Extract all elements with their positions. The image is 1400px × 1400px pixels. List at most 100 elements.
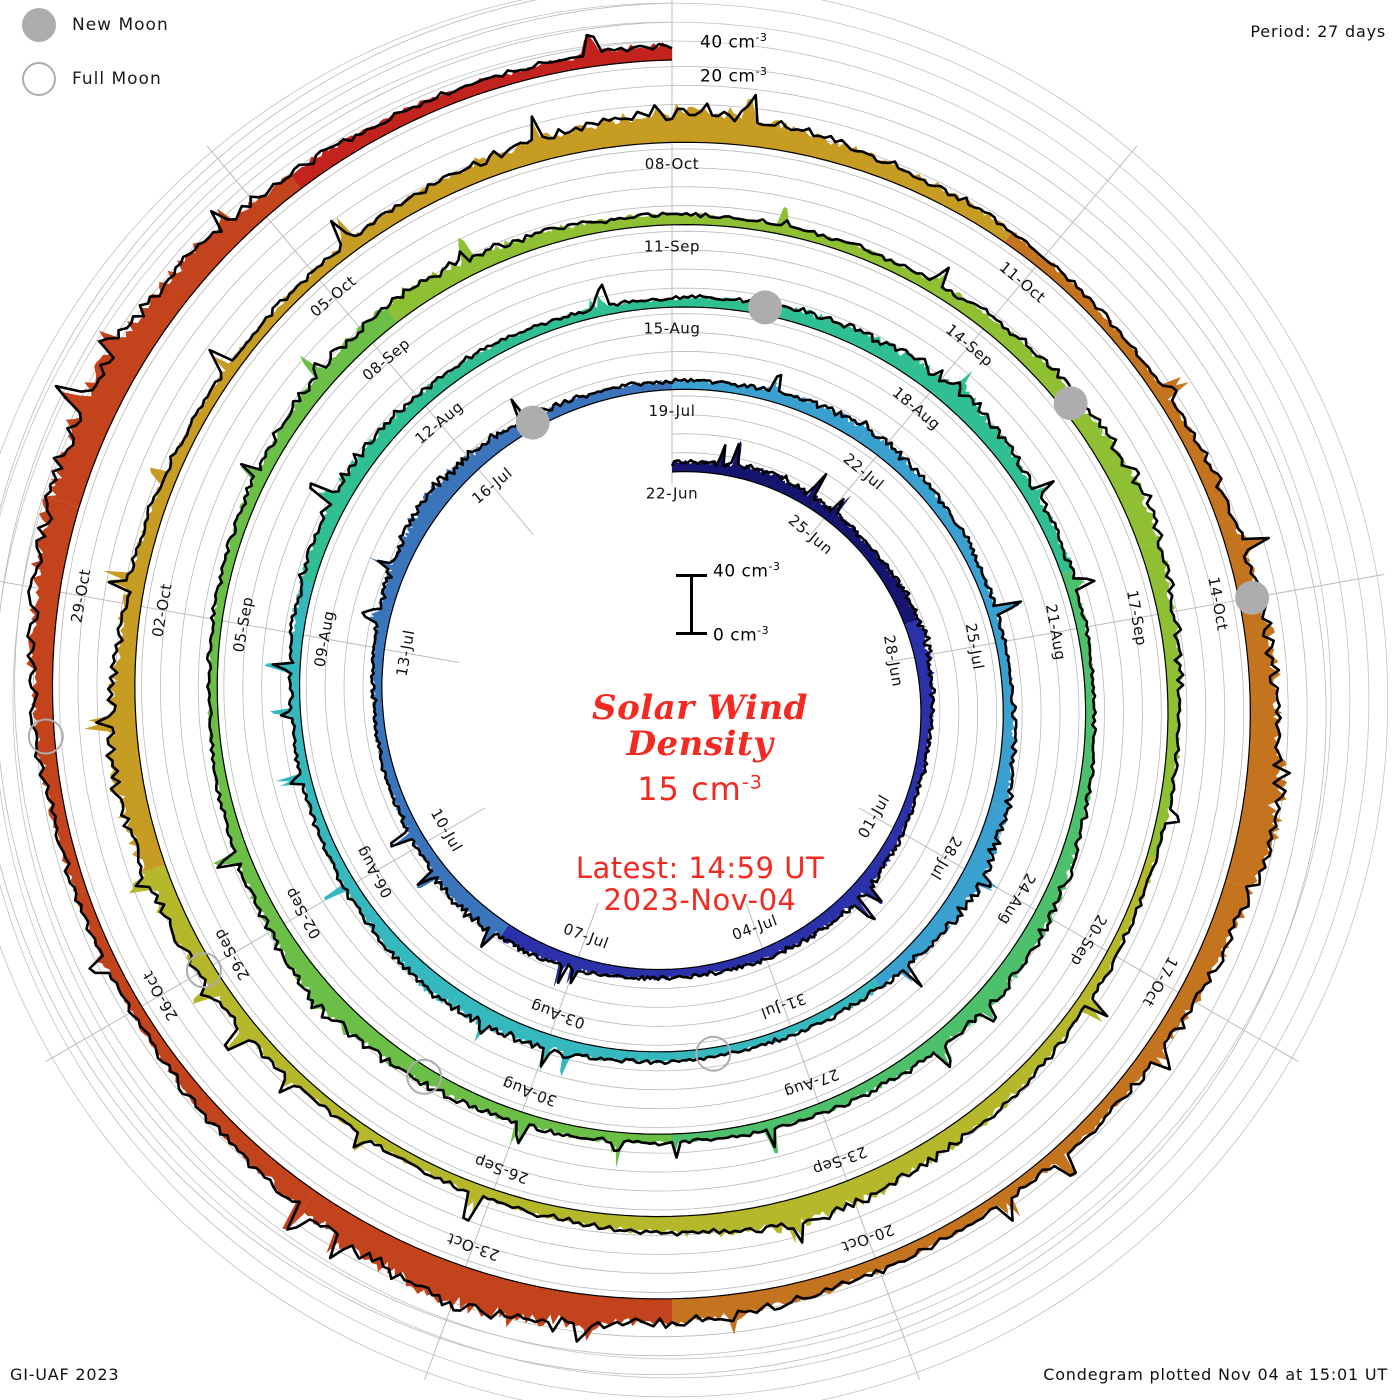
spiral-band-segment: [26, 496, 87, 894]
spiral-date-label: 30-Aug: [499, 1074, 559, 1110]
grid-ring: [343, 351, 960, 1008]
spiral-date-label: 26-Sep: [472, 1151, 531, 1187]
density-trace: [26, 33, 1291, 1343]
spiral-band-segment: [672, 99, 1012, 243]
current-value-number: 15 cm: [637, 770, 742, 809]
spiral-band-segment: [290, 34, 672, 189]
full-moon-marker: [695, 1035, 732, 1072]
grid-ring: [96, 104, 1207, 1255]
spiral-date-label: 23-Sep: [810, 1143, 869, 1179]
spiral-date-label: 22-Jun: [646, 485, 698, 503]
spiral-date-label: 17-Sep: [1123, 589, 1151, 648]
spiral-band-segment: [129, 864, 364, 1133]
grid-spoke: [810, 145, 1138, 535]
full-moon-icon: [22, 62, 56, 96]
spiral-date-label: 31-Jul: [758, 989, 808, 1022]
radial-axis-outer-label: 40 cm-3: [700, 31, 767, 53]
spiral-band-segment: [672, 440, 825, 509]
spiral-band-segment: [45, 175, 301, 508]
spiral-date-label: 14-Oct: [1204, 575, 1231, 632]
latest-date: 2023-Nov-04: [603, 883, 797, 918]
spiral-band-segment: [873, 803, 1009, 988]
radial-inner-exponent: -3: [755, 65, 768, 78]
spiral-date-label: 03-Aug: [528, 996, 588, 1032]
grid-ring: [242, 249, 1061, 1110]
radial-inner-value: 20 cm: [700, 66, 756, 87]
grid-ring: [324, 332, 979, 1027]
spiral-date-label: 27-Aug: [782, 1065, 842, 1101]
legend-full-moon-label: Full Moon: [72, 69, 162, 89]
spiral-date-label: 09-Aug: [311, 609, 339, 668]
spiral-date-label: 15-Aug: [643, 320, 700, 338]
spiral-band-segment: [982, 596, 1019, 809]
spiral-band-segment: [499, 924, 672, 988]
spiral-baseline: [381, 389, 922, 971]
spiral-band-segment: [1218, 517, 1288, 887]
spiral-band-segment: [353, 1124, 672, 1236]
scale-bar-top-label: 40 cm-3: [713, 560, 780, 582]
spiral-band-segment: [1061, 569, 1097, 833]
scale-bar-top-exponent: -3: [768, 560, 781, 573]
legend-new-moon-label: New Moon: [72, 15, 169, 35]
chart-title-line2: Density: [626, 724, 774, 765]
scale-bar-bottom-cap: [676, 632, 707, 635]
spiral-band-segment: [213, 839, 413, 1071]
spiral-baseline: [134, 141, 1169, 1218]
grid-ring: [0, 2, 1308, 1357]
radial-outer-exponent: -3: [755, 31, 768, 44]
full-moon-marker: [27, 718, 64, 755]
new-moon-marker: [1053, 386, 1088, 421]
scale-bar-stem: [690, 576, 693, 634]
grid-ring: [178, 186, 1124, 1173]
grid-ring: [58, 66, 1245, 1293]
grid-ring: [261, 268, 1042, 1091]
spiral-band-segment: [387, 212, 672, 323]
current-value: 15 cm-3: [0, 770, 1400, 808]
spiral-date-label: 07-Jul: [561, 920, 611, 953]
new-moon-marker: [515, 405, 550, 440]
period-label: Period: 27 days: [1250, 22, 1386, 41]
scale-bar-bottom-exponent: -3: [757, 624, 770, 637]
spiral-date-label: 02-Oct: [149, 582, 176, 639]
grid-ring: [77, 85, 1226, 1274]
spiral-band-segment: [825, 778, 921, 922]
grid-spoke: [858, 807, 1299, 1063]
credit-label: GI-UAF 2023: [10, 1365, 120, 1384]
spiral-band-segment: [389, 788, 509, 946]
spiral-date-label: 13-Jul: [393, 628, 419, 677]
full-moon-marker: [185, 952, 222, 989]
spiral-band-segment: [403, 1057, 672, 1169]
spiral-band-segment: [672, 977, 882, 1063]
spiral-date-label: 29-Oct: [67, 567, 94, 624]
spiral-date-label: 21-Aug: [1042, 603, 1070, 662]
scale-bar-top-value: 40 cm: [713, 561, 769, 582]
spiral-band-segment: [859, 429, 995, 599]
full-moon-marker: [406, 1058, 443, 1095]
chart-title-block: Solar Wind Density 15 cm-3: [0, 690, 1400, 808]
legend-new-moon: New Moon: [22, 8, 169, 42]
spiral-date-label: 25-Jul: [962, 622, 988, 671]
grid-ring: [223, 231, 1080, 1129]
grid-ring: [141, 148, 1162, 1211]
new-moon-marker: [748, 290, 783, 325]
spiral-baseline: [298, 306, 1004, 1053]
spiral-band-segment: [287, 1191, 672, 1341]
grid-ring: [159, 167, 1143, 1192]
spiral-band-segment: [142, 244, 350, 533]
grid-ring: [362, 370, 941, 989]
spiral-band-segment: [313, 813, 461, 1005]
spiral-baseline: [51, 59, 1251, 1300]
spiral-band-segment: [437, 294, 672, 389]
spiral-date-label: 08-Oct: [645, 155, 699, 173]
latest-time: Latest: 14:59 UT: [575, 851, 825, 885]
radial-outer-value: 40 cm: [700, 32, 756, 53]
spiral-band-segment: [486, 379, 672, 456]
scale-bar-bottom-value: 0 cm: [713, 625, 758, 646]
spiral-band-segment: [672, 1044, 931, 1154]
moon-markers: [27, 290, 1270, 1095]
spiral-band-segment: [907, 358, 1074, 574]
spiral-band-segment: [300, 377, 446, 584]
